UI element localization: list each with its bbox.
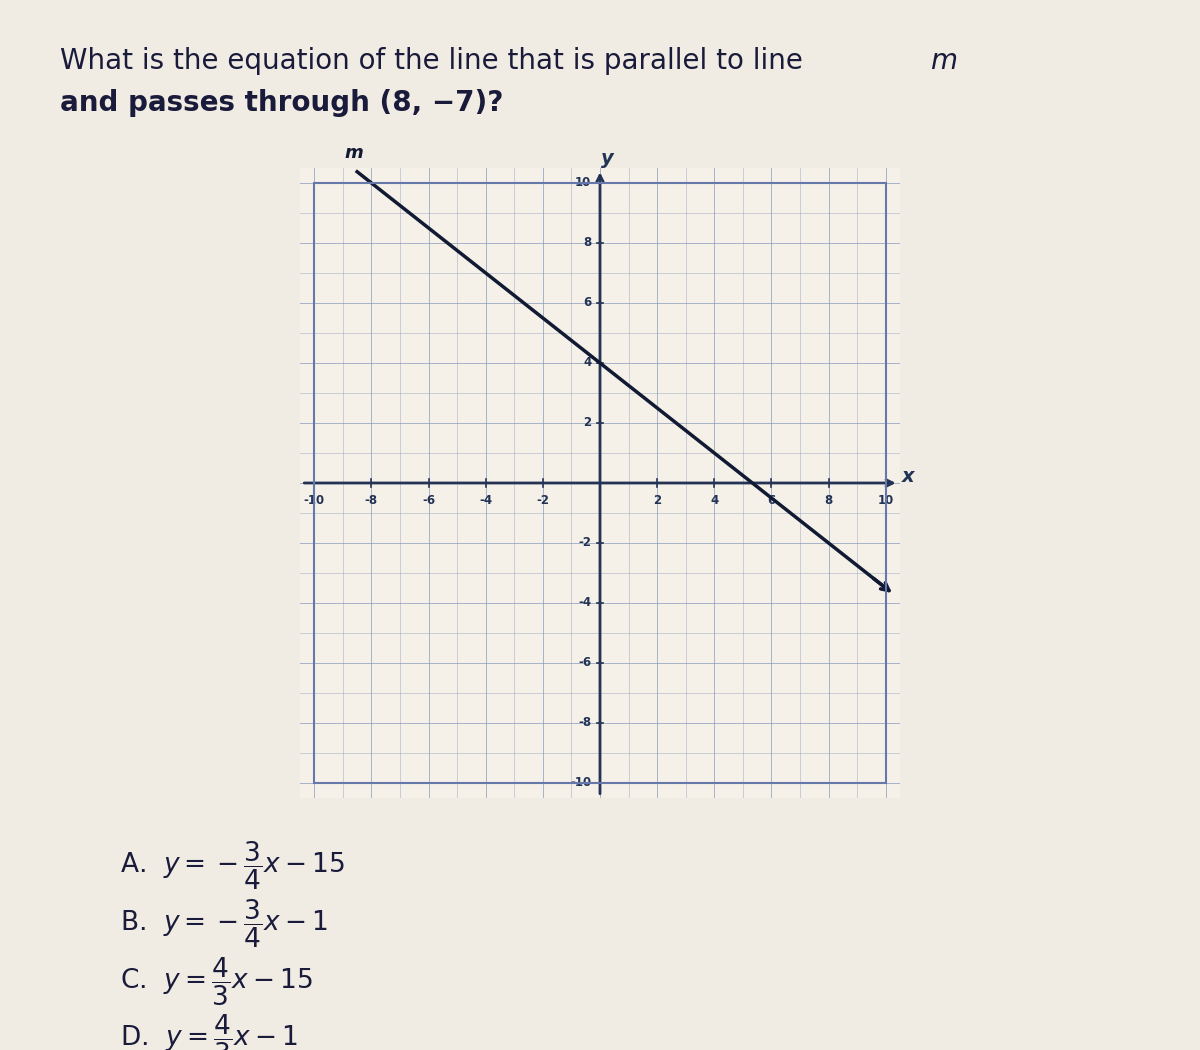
Text: 2: 2 [583, 417, 592, 429]
Text: C.  $y = \dfrac{4}{3}x - 15$: C. $y = \dfrac{4}{3}x - 15$ [120, 956, 313, 1008]
Text: -6: -6 [422, 494, 436, 506]
Text: -4: -4 [578, 596, 592, 609]
Text: m: m [930, 47, 958, 76]
Text: 2: 2 [653, 494, 661, 506]
Text: 10: 10 [877, 494, 894, 506]
Text: 8: 8 [583, 236, 592, 250]
Text: -2: -2 [578, 537, 592, 549]
Text: x: x [901, 467, 914, 486]
Text: -2: -2 [536, 494, 550, 506]
Text: -8: -8 [578, 716, 592, 730]
Text: and passes through (8, −7)?: and passes through (8, −7)? [60, 89, 503, 118]
Text: A.  $y = -\dfrac{3}{4}x - 15$: A. $y = -\dfrac{3}{4}x - 15$ [120, 840, 344, 892]
Text: m: m [344, 144, 364, 162]
Text: 4: 4 [710, 494, 719, 506]
Text: -4: -4 [479, 494, 492, 506]
Text: -10: -10 [304, 494, 325, 506]
Text: 6: 6 [767, 494, 775, 506]
Text: What is the equation of the line that is parallel to line: What is the equation of the line that is… [60, 47, 811, 76]
Text: -8: -8 [365, 494, 378, 506]
Text: 4: 4 [583, 357, 592, 370]
Text: 6: 6 [583, 296, 592, 310]
Text: 10: 10 [575, 176, 592, 189]
Text: 8: 8 [824, 494, 833, 506]
Text: y: y [601, 149, 613, 168]
Text: D.  $y = \dfrac{4}{3}x - 1$: D. $y = \dfrac{4}{3}x - 1$ [120, 1013, 298, 1050]
Text: B.  $y = -\dfrac{3}{4}x - 1$: B. $y = -\dfrac{3}{4}x - 1$ [120, 898, 328, 950]
Text: -10: -10 [570, 777, 592, 790]
Text: -6: -6 [578, 656, 592, 670]
